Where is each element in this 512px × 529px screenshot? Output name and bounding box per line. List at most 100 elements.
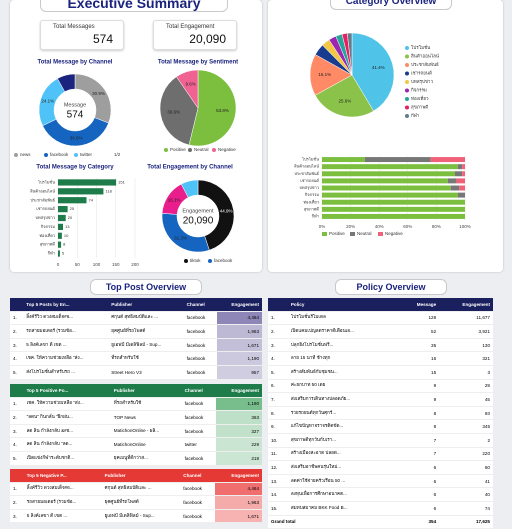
- table-cell: เปิดแข่งกีฬาระดับชาติ...: [23, 451, 111, 466]
- table-cell: facebook: [183, 324, 217, 339]
- table-row: 9. แก้ไขปัญหาจราจรติดขัด... 8 345: [268, 419, 493, 434]
- y-tick-label: เช่ารถยนต์: [36, 206, 55, 211]
- table-cell: 1,671: [214, 509, 262, 524]
- x-tick-label: 20%: [346, 224, 355, 229]
- table-cell: 29: [439, 379, 493, 394]
- bar: [58, 241, 62, 248]
- table-row: 1. เชค. ให้ความช่วยเหลือ "ส่ง... ที่รถสำหร…: [10, 397, 262, 412]
- bar-segment: [322, 178, 448, 184]
- legend-swatch: [405, 80, 409, 84]
- header-cell: Publisher: [101, 469, 181, 483]
- table-cell: ยุคศูนย์ที่รถโพสต์: [108, 324, 184, 339]
- table-cell: ศกุนต์ สุทธิสมบัติและ ...: [101, 482, 181, 497]
- table-cell: 1.: [268, 311, 288, 326]
- legend-swatch: [350, 232, 355, 236]
- center-label: Message: [64, 102, 86, 108]
- legend-swatch: [322, 232, 327, 236]
- table-cell: MatichonOnline: [110, 437, 182, 452]
- header-cell: [10, 298, 24, 312]
- legend-label: news: [20, 152, 31, 157]
- header-cell: Channel: [183, 298, 217, 312]
- header-cell: Engagement: [216, 298, 262, 312]
- category-card: [268, 0, 503, 272]
- legend-label: สินค้าออนไลน์: [411, 53, 439, 59]
- header-cell: [10, 384, 24, 398]
- bar-segment: [447, 178, 457, 184]
- bar: [58, 206, 68, 213]
- table-cell: รถสายมอเตอร์ (รวมข้อ...: [23, 495, 102, 510]
- table-cell: 8.: [268, 406, 288, 421]
- table-cell: "ลดน" กินกลั่น "ฝึกฝน...: [23, 410, 111, 425]
- table-cell: 9: [398, 379, 440, 394]
- table-header: Top 5 Negative P... Publisher Channel Engag…: [10, 469, 262, 483]
- policy-table: Policy Message Engagement 1. โปรโมชั่นรีโมเด…: [268, 298, 493, 529]
- table-cell: 2.: [10, 495, 24, 510]
- legend-label: facebook: [214, 258, 233, 263]
- table-row: 2. รถสายมอเตอร์ (รวมข้อ... ยุคศูนย์ที่รถโพ…: [10, 324, 262, 339]
- table-cell: facebook: [183, 365, 217, 380]
- value-label: 8: [63, 242, 66, 247]
- kpi-card: Total Messages 574: [40, 20, 124, 50]
- header-cell: Engagement: [439, 298, 493, 312]
- table-cell: 130: [439, 338, 493, 353]
- header-cell: [10, 469, 24, 483]
- table-cell: 1.: [10, 482, 24, 497]
- kpi-value: 574: [92, 32, 113, 46]
- value-label: 151: [118, 180, 125, 185]
- legend-swatch: [405, 88, 409, 93]
- post-table: Top 5 Positive Po... Publisher Channel Enga…: [10, 384, 262, 466]
- table-cell: สร้างเมืองสะอาด ปลอด...: [287, 447, 399, 462]
- table-cell: 9: [398, 392, 440, 407]
- post-table: Top 5 Posts by En... Publisher Channel Enga…: [10, 298, 262, 380]
- slice-label: 36.9%: [70, 136, 83, 141]
- x-tick-label: 150: [112, 262, 120, 267]
- legend-swatch: [212, 148, 216, 152]
- table-cell: 2.: [10, 410, 24, 425]
- legend-swatch: [405, 105, 409, 110]
- table-cell: 3: [439, 365, 493, 380]
- y-tick-label: ท่องเที่ยว: [39, 233, 55, 238]
- table-cell: 16: [398, 351, 440, 366]
- table-cell: 1.: [10, 397, 24, 412]
- kpi-label: Total Messages: [53, 24, 95, 30]
- table-cell: 7: [398, 433, 440, 448]
- y-tick-label: ประชาสัมพันธ์: [30, 197, 55, 202]
- summary-title: Executive Summary: [40, 0, 228, 12]
- legend-label: facebook: [50, 152, 69, 157]
- table-cell: 5.: [268, 365, 288, 380]
- category-title: Category Overview: [330, 0, 452, 10]
- legend-swatch: [405, 97, 409, 101]
- header-cell: Message: [398, 298, 440, 312]
- value-label: 25: [70, 206, 75, 211]
- table-header: Top 5 Posts by En... Publisher Channel Enga…: [10, 298, 262, 312]
- table-cell: 4.: [10, 437, 24, 452]
- bar-segment: [457, 164, 463, 170]
- legend-label: tiktok: [190, 258, 201, 263]
- table-row: 11. สร้างเมืองสะอาด ปลอด... 7 220: [268, 447, 493, 462]
- y-tick-label: โปรโมชั่น: [38, 180, 55, 185]
- slice-label: 16.1%: [318, 72, 331, 77]
- legend-label: ประชาสัมพันธ์: [411, 61, 439, 67]
- table-cell: รวยรถยนต์ทุกวันศุกร์...: [287, 406, 399, 421]
- table-row: 5. เปิดแข่งกีฬาระดับชาติ... ยุคเมนูที่ดีกว…: [10, 451, 262, 466]
- table-cell: สุขภาพดีทุกวันกับเรา...: [287, 433, 399, 448]
- x-tick-label: 100: [93, 262, 101, 267]
- table-cell: 5 ลิงค์เลขา ดี เขต ...: [23, 338, 109, 353]
- x-tick-label: 200: [131, 262, 139, 267]
- slice-label: 41.4%: [372, 65, 385, 70]
- table-cell: ลาย 15 นาที ช้างทุก: [287, 351, 399, 366]
- table-cell: MatichonOnline - ผลิ...: [110, 424, 182, 439]
- header-cell: Engagement: [214, 469, 262, 483]
- table-cell: 5.: [10, 365, 24, 380]
- table-row: 3. 5 ลิงค์เลขา ดี เขต ... ยูเอฟบี มีเดลิฟิ…: [10, 509, 262, 524]
- table-cell: 1,963: [214, 495, 262, 510]
- table-cell: 363: [215, 410, 262, 425]
- pie-slice: [180, 179, 199, 198]
- pie-slice: [351, 32, 395, 112]
- table-cell: ส่งเสริมการเดินทางปลอดภัย...: [287, 392, 399, 407]
- header-cell: Top 5 Posts by En...: [23, 298, 109, 312]
- table-cell: twitter: [181, 437, 216, 452]
- legend-swatch: [188, 148, 192, 152]
- legend-label: Positive: [329, 231, 345, 236]
- header-cell: Channel: [180, 469, 215, 483]
